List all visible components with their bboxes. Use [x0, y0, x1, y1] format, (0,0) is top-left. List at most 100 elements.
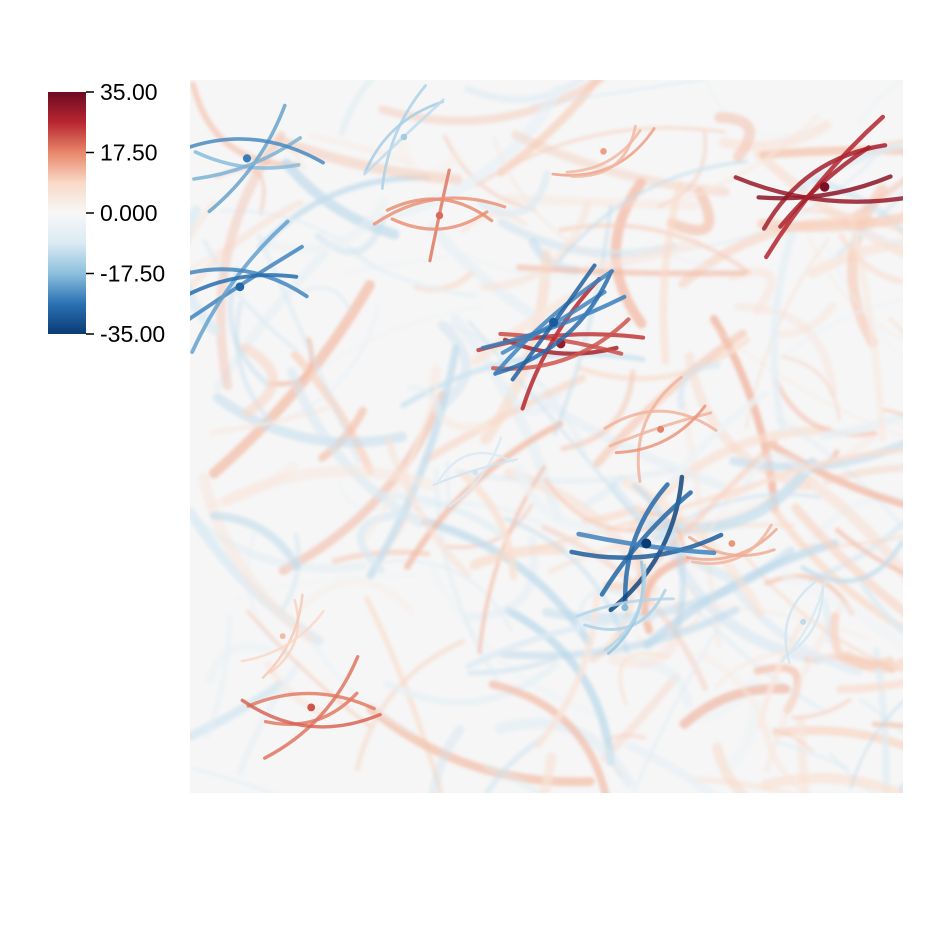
field-feature-streak [261, 593, 304, 679]
field-feature-streak [192, 136, 302, 181]
field-streak [791, 698, 852, 720]
field-streak [338, 80, 375, 137]
field-streak [841, 177, 903, 226]
colorbar-ticks: 35.00 17.50 0.000 -17.50 -35.00 [86, 79, 165, 347]
field-streak [690, 776, 797, 793]
field-streak [434, 468, 500, 682]
field-streak [484, 763, 545, 793]
field-streak [677, 361, 721, 410]
field-streak [280, 532, 301, 613]
field-feature-streak [520, 277, 602, 411]
field-feature-streak [608, 474, 685, 613]
colorbar-gradient [48, 92, 86, 334]
field-streak [872, 647, 890, 793]
field-streak [802, 207, 903, 235]
field-feature-streak [240, 609, 325, 663]
field-streak [400, 351, 646, 409]
field-streak [342, 255, 448, 275]
field-feature-core [235, 282, 245, 292]
field-streak [719, 120, 832, 152]
field-streak [808, 519, 903, 583]
field-streak [697, 650, 773, 741]
field-streak [480, 249, 552, 445]
field-feature-streak [575, 597, 675, 618]
field-streak [680, 399, 722, 648]
field-streak [209, 511, 302, 571]
field-feature-core [472, 469, 479, 476]
field-feature-streak [623, 482, 670, 605]
field-streak [882, 408, 903, 417]
field-feature-streak [784, 579, 819, 665]
field-streak [823, 464, 903, 485]
field-streak [888, 316, 903, 337]
field-feature-core [279, 633, 286, 640]
field-feature-core [641, 538, 652, 549]
field-streak [684, 352, 812, 492]
field-feature-streak [190, 267, 309, 299]
colorbar: 35.00 17.50 0.000 -17.50 -35.00 [48, 79, 165, 347]
field-streak [469, 544, 566, 570]
field-streak [688, 600, 827, 714]
field-feature-streak [436, 451, 514, 484]
field-streak [898, 783, 903, 793]
field-streak [492, 136, 615, 268]
field-streak [240, 342, 278, 418]
field-streak [198, 472, 316, 644]
field-streak [428, 725, 465, 793]
field-streak [479, 201, 591, 291]
field-streak [666, 187, 715, 236]
colorbar-tick-label: -17.50 [100, 261, 165, 287]
field-feature-core [728, 540, 736, 547]
field-feature-streak [636, 375, 683, 483]
colorbar-tick-label: 0.000 [100, 200, 158, 226]
field-streak [445, 503, 534, 550]
field-streak [770, 220, 800, 434]
field-streak [286, 367, 425, 528]
field-streak [465, 615, 656, 670]
field-streak [539, 752, 557, 793]
field-feature-core [435, 211, 444, 220]
field-feature-core [819, 182, 830, 192]
field-streak [582, 238, 701, 275]
field-streak [783, 298, 903, 357]
field-streak [772, 728, 814, 753]
field-feature-core [657, 425, 665, 433]
field-feature-streak [263, 655, 360, 760]
field-streak [712, 742, 749, 793]
field-streak [714, 112, 755, 162]
field-streak [383, 661, 560, 706]
field-streak [246, 609, 371, 728]
field-streak [844, 227, 903, 246]
field-streak [820, 411, 903, 440]
field-streak [499, 606, 740, 660]
field-feature-streak [390, 210, 489, 231]
field-streak [205, 642, 273, 684]
field-streak [299, 578, 415, 616]
field-feature-core [307, 703, 316, 712]
field-feature-streak [246, 691, 376, 711]
field-streak [301, 305, 484, 382]
field-streak [488, 680, 610, 793]
field-feature-streak [448, 436, 503, 508]
field-feature-streak [733, 175, 903, 204]
field-streak [834, 527, 903, 576]
field-marks [190, 80, 903, 793]
field-streak [663, 114, 820, 207]
field-streak [463, 80, 587, 103]
field-streak [806, 180, 903, 361]
field-streak [810, 494, 903, 543]
field-streak [421, 517, 593, 647]
field-streak [889, 418, 903, 428]
field-streak [552, 204, 613, 436]
field-streak [847, 213, 886, 442]
field-streak [859, 698, 903, 735]
field-streak [467, 656, 557, 676]
field-feature-core [800, 618, 807, 625]
field-streak [364, 596, 444, 793]
field-streak [354, 639, 466, 772]
field-feature-streak [614, 404, 707, 455]
field-streak [420, 225, 588, 280]
field-streak [803, 534, 903, 548]
field-streak [632, 617, 726, 793]
